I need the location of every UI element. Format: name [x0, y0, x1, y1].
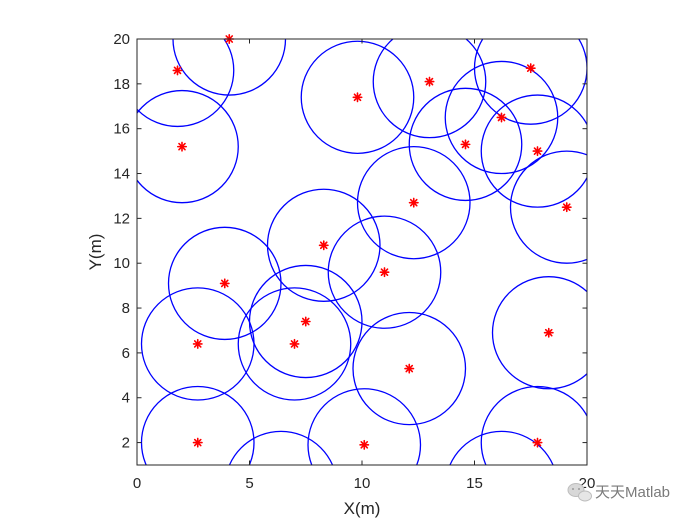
node-marker-19 — [404, 363, 415, 374]
coverage-circle-12 — [266, 188, 381, 302]
coverage-circle-7 — [444, 60, 559, 175]
node-marker-7 — [496, 112, 507, 123]
node-marker-15 — [300, 316, 311, 327]
node-marker-2 — [172, 65, 183, 76]
y-tick-label-8: 8 — [122, 300, 130, 317]
node-marker-9 — [532, 146, 543, 157]
coverage-circle-8 — [408, 87, 523, 202]
node-marker-12 — [318, 240, 329, 251]
coverage-circle-18 — [491, 276, 587, 390]
node-marker-13 — [379, 267, 390, 278]
x-axis-label: X(m) — [344, 499, 381, 518]
plot-area — [137, 39, 587, 465]
node-marker-20 — [192, 437, 203, 448]
node-marker-22 — [532, 437, 543, 448]
coverage-circle-13 — [327, 215, 442, 329]
coverage-circles — [137, 39, 587, 465]
coverage-circle-1 — [172, 39, 287, 96]
coverage-circle-17 — [140, 287, 255, 401]
y-tick-label-10: 10 — [113, 255, 130, 272]
node-marker-6 — [525, 63, 536, 74]
y-tick-label-2: 2 — [122, 435, 130, 452]
y-tick-label-14: 14 — [113, 166, 130, 183]
node-marker-11 — [408, 197, 419, 208]
node-marker-21 — [359, 439, 370, 450]
coverage-circle-4 — [300, 40, 415, 154]
watermark-text: 天天Matlab — [595, 484, 670, 501]
x-tick-label-5: 5 — [245, 475, 253, 492]
coverage-circle-16 — [237, 287, 352, 401]
watermark: 天天Matlab — [567, 483, 670, 502]
node-markers — [172, 34, 572, 450]
y-axis-label: Y(m) — [86, 234, 105, 271]
coverage-circle-22 — [480, 385, 587, 465]
y-axis-ticks: 2 4 6 8 10 12 14 16 18 20 — [113, 31, 587, 452]
y-tick-label-18: 18 — [113, 76, 130, 93]
node-marker-10 — [561, 202, 572, 213]
coverage-circle-14 — [167, 226, 282, 341]
coverage-circle-11 — [356, 145, 471, 260]
coverage-circle-10 — [509, 150, 587, 264]
node-marker-4 — [352, 92, 363, 103]
node-marker-17 — [192, 338, 203, 349]
node-marker-8 — [460, 139, 471, 150]
wechat-icon — [567, 483, 592, 502]
node-marker-18 — [543, 327, 554, 338]
coverage-circle-2 — [137, 39, 235, 128]
node-marker-3 — [177, 141, 187, 152]
coverage-circle-3 — [137, 89, 239, 204]
node-marker-16 — [289, 338, 300, 349]
coverage-circle-5 — [372, 39, 487, 139]
y-tick-label-6: 6 — [122, 345, 130, 362]
y-tick-label-12: 12 — [113, 210, 130, 227]
coverage-circle-23 — [228, 430, 334, 465]
y-tick-label-4: 4 — [122, 390, 130, 407]
x-tick-label-15: 15 — [466, 475, 483, 492]
y-tick-label-16: 16 — [113, 121, 130, 138]
y-tick-label-20: 20 — [113, 31, 130, 48]
coverage-circle-9 — [480, 94, 587, 208]
x-tick-label-0: 0 — [133, 475, 141, 492]
coverage-circle-24 — [449, 430, 554, 465]
node-marker-14 — [219, 278, 230, 289]
coverage-circle-21 — [307, 388, 422, 465]
node-marker-5 — [424, 76, 435, 87]
coverage-circle-19 — [352, 311, 467, 426]
x-tick-label-10: 10 — [354, 475, 371, 492]
